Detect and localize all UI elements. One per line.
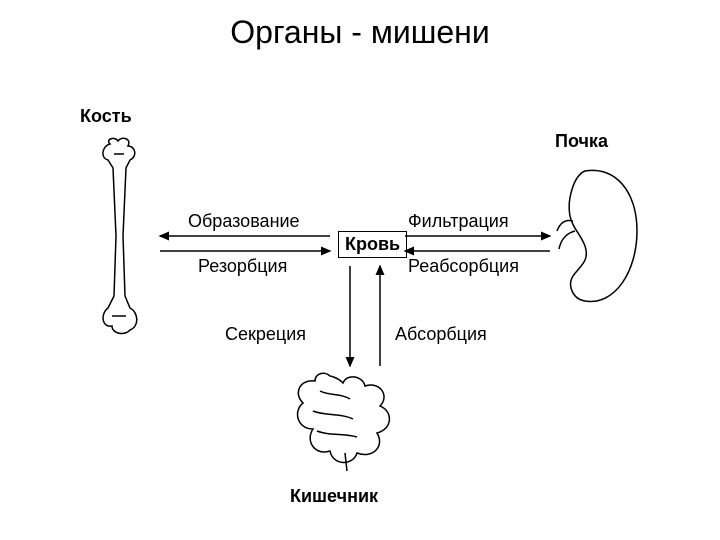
diagram-container: Кость Почка Кишечник Кровь Образование <box>0 51 720 531</box>
arrows <box>0 51 720 531</box>
page-title: Органы - мишени <box>0 0 720 51</box>
